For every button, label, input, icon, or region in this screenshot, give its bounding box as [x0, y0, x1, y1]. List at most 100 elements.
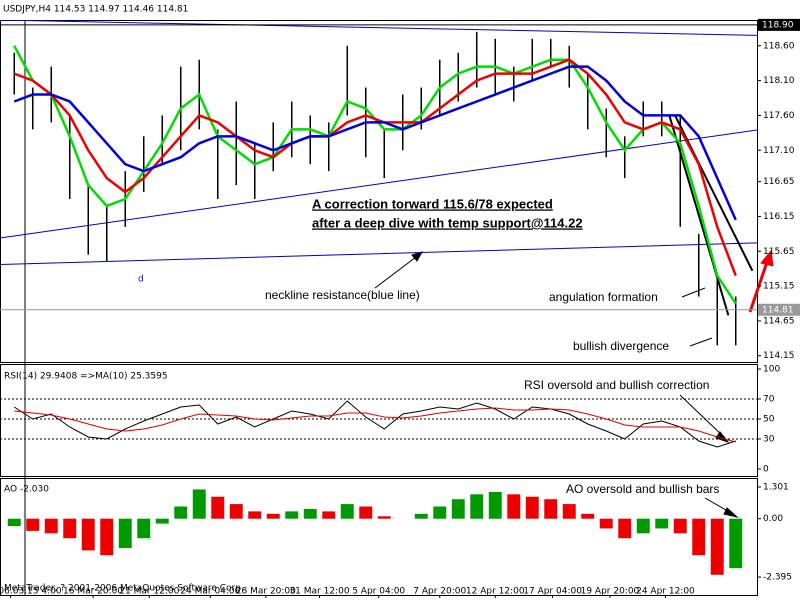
rsi-header: RSI(14) 29.9408 =>MA(10) 25.3595	[4, 372, 168, 382]
ao-bar	[229, 504, 243, 519]
y-tick-label: 1.301	[763, 482, 789, 492]
ao-bar	[63, 518, 77, 539]
x-tick-label: 06.03.15 4:00	[0, 587, 62, 597]
ao-bar	[155, 518, 169, 524]
ao-bar	[488, 491, 502, 519]
ao-bar	[581, 513, 595, 519]
arrow-head	[723, 507, 739, 518]
x-tick-label: 5 Apr 04:00	[352, 587, 405, 597]
price-label-box	[758, 303, 800, 316]
y-tick-label: 117.60	[763, 111, 795, 121]
ao-bar	[266, 513, 280, 519]
y-tick-label: 0.00	[763, 514, 783, 524]
ao-bar	[470, 494, 484, 519]
y-tick-label: 0	[763, 465, 769, 475]
ao-bar	[599, 518, 613, 529]
arrow	[689, 337, 713, 347]
y-tick-label: 117.10	[763, 146, 795, 156]
ao-bar	[692, 518, 706, 556]
ao-bar	[81, 518, 95, 551]
price-label: 118.90	[762, 20, 794, 30]
arrow	[374, 253, 421, 289]
moving-average	[13, 58, 737, 277]
ao-bar	[507, 494, 521, 519]
price-panel	[0, 20, 758, 363]
forecast-arrow	[748, 249, 774, 313]
price-label-box	[758, 18, 800, 31]
x-tick-label: 17 Apr 04:00	[523, 587, 582, 597]
ao-bar	[377, 516, 391, 519]
arrow	[679, 394, 726, 439]
annotation-arrows	[374, 251, 739, 518]
annotation: d	[138, 275, 144, 285]
x-tick-label: 21 Mar 12:00	[119, 587, 179, 597]
ao-bar	[655, 518, 669, 529]
x-tick-label: 24 Apr 12:00	[636, 587, 695, 597]
y-tick-label: 30	[763, 435, 775, 445]
ao-bar	[359, 506, 373, 519]
y-tick-label: 50	[763, 415, 775, 425]
panel-frames	[0, 20, 758, 596]
ao-bar	[322, 511, 336, 519]
moving-average	[13, 65, 737, 221]
ao-bar	[303, 508, 317, 519]
indicator-line	[14, 407, 736, 443]
ao-bar	[100, 518, 114, 556]
y-tick-label: 114.15	[763, 351, 795, 361]
ao-bar	[137, 518, 151, 539]
ao-bar	[451, 499, 465, 519]
ao-header: AO -2.030	[4, 485, 49, 495]
y-tick-label: 100	[763, 365, 780, 375]
x-tick-label: 24 Mar 04:00	[180, 587, 240, 597]
ao-bar	[174, 506, 188, 519]
ao-bar	[7, 518, 21, 527]
y-tick-label: 118.60	[763, 41, 795, 51]
y-tick-label: 115.15	[763, 282, 795, 292]
x-tick-label: 19 Apr 20:00	[581, 587, 640, 597]
ao-bar	[26, 518, 40, 531]
rsi-panel	[0, 364, 758, 477]
ao-bar	[44, 518, 58, 534]
footer: MetaTrader, ? 2001-2006 MetaQuotes Softw…	[4, 584, 244, 594]
trend-line	[0, 20, 757, 36]
ao-bar	[636, 518, 650, 534]
arrow-head	[411, 251, 424, 262]
ao-bar	[118, 518, 132, 548]
plot-area	[0, 20, 757, 346]
y-tick-label: 114.65	[763, 316, 795, 326]
arrow-head	[760, 249, 774, 267]
trend-line	[0, 242, 757, 265]
ao-bar	[248, 511, 262, 519]
annotation: angulation formation	[549, 290, 658, 304]
arrow	[681, 287, 706, 298]
trend-line	[668, 114, 730, 316]
ao-bar	[618, 518, 632, 539]
annotation: A correction torward 115.6/78 expected	[312, 196, 553, 211]
y-tick-label: 70	[763, 395, 775, 405]
plot-area	[0, 398, 757, 448]
ao-bar	[211, 496, 225, 519]
ao-bar	[562, 504, 576, 519]
ao-bar	[710, 518, 724, 575]
y-tick-label: -2.395	[763, 573, 792, 583]
annotation: AO oversold and bullish bars	[566, 482, 719, 496]
ao-bar	[285, 511, 299, 519]
annotation: RSI oversold and bullish correction	[524, 378, 709, 392]
x-tick-label: 16 Mar 20:00	[63, 587, 123, 597]
x-tick-label: 7 Apr 20:00	[413, 587, 466, 597]
y-tick-label: 118.10	[763, 76, 795, 86]
ao-bar	[673, 518, 687, 534]
ao-bar	[433, 506, 447, 519]
x-tick-label: 28 Mar 20:00	[236, 587, 296, 597]
x-tick-label: 12 Apr 12:00	[466, 587, 525, 597]
y-tick-label: 115.65	[763, 247, 795, 257]
ao-bar	[544, 499, 558, 519]
indicator-line	[13, 400, 736, 448]
price-label: 114.81	[762, 305, 794, 315]
x-tick-label: 31 Mar 12:00	[289, 587, 349, 597]
annotation: bullish divergence	[573, 339, 669, 353]
annotation: after a deep dive with temp support@114.…	[312, 215, 583, 230]
ao-bar	[340, 504, 354, 519]
